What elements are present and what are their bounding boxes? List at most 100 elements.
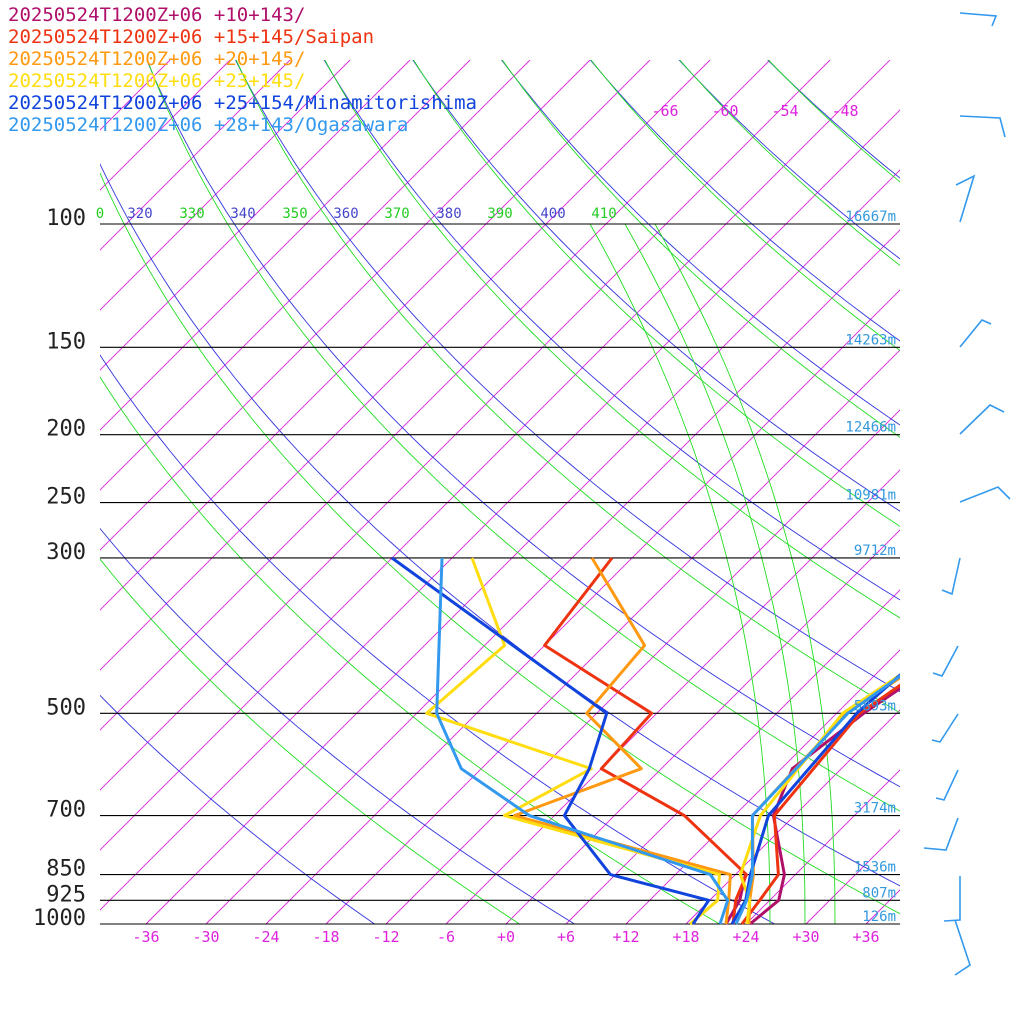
- temperature-tick-label: +24: [732, 928, 759, 946]
- dry-adiabat-line: [412, 60, 900, 512]
- pressure-label: 500: [46, 695, 86, 720]
- temperature-tick-label: +30: [792, 928, 819, 946]
- moist-adiabat-line: [146, 60, 900, 812]
- isotherm-line: [100, 60, 351, 311]
- theta-label: 410: [591, 206, 616, 222]
- isotherm-line: [685, 709, 900, 925]
- height-label: 1536m: [854, 860, 896, 876]
- isotherm-line: [145, 169, 900, 925]
- temperature-tick-label: -12: [372, 928, 399, 946]
- pressure-label: 100: [46, 206, 86, 231]
- pressure-label: 250: [46, 485, 86, 510]
- dry-adiabat-line: [146, 60, 900, 788]
- moist-adiabat-line: [324, 60, 900, 619]
- wind-barb: [943, 876, 961, 922]
- temperature-tick-label: -18: [312, 928, 339, 946]
- temperature-tick-label: +6: [557, 928, 575, 946]
- isotherm-label: -54: [771, 102, 798, 120]
- isotherm-line: [926, 60, 1024, 924]
- pressure-label: 925: [46, 882, 86, 907]
- isotherm-grid: [100, 60, 1024, 925]
- isotherm-line: [805, 829, 900, 925]
- isotherm-line: [100, 60, 831, 791]
- isotherm-line: [625, 649, 900, 925]
- height-label: 10981m: [845, 488, 896, 504]
- theta-label: 380: [436, 206, 461, 222]
- dewpoint-line: [543, 557, 748, 925]
- isotherm-line: [265, 289, 900, 925]
- temperature-line: [749, 686, 900, 925]
- dry-adiabat-line: [100, 694, 375, 925]
- isotherm-line: [565, 589, 900, 925]
- isotherm-line: [505, 529, 900, 925]
- isotherm-line: [100, 60, 711, 671]
- theta-label: 350: [282, 206, 307, 222]
- height-label: 5893m: [854, 698, 896, 714]
- wind-barb: [959, 115, 1006, 138]
- wind-barb: [955, 174, 976, 223]
- theta-label: 0: [96, 206, 104, 222]
- dry-adiabat-line: [100, 163, 900, 887]
- isotherm-line: [205, 229, 900, 925]
- isotherm-label: -48: [831, 102, 858, 120]
- moist-adiabat-line: [624, 223, 806, 925]
- wind-barbs: [923, 12, 1011, 976]
- moist-adiabat-line: [589, 223, 771, 925]
- moist-adiabat-line: [590, 60, 900, 352]
- legend-entry-6: 20250524T1200Z+06 +28+143/Ogasawara: [8, 114, 409, 136]
- moist-adiabat-line: [100, 558, 520, 925]
- dry-adiabat-grid: [100, 60, 900, 925]
- dry-adiabat-line: [589, 60, 900, 342]
- temperature-tick-label: +12: [612, 928, 639, 946]
- wind-barb: [941, 557, 961, 596]
- dry-adiabat-line: [235, 60, 900, 693]
- legend-entry-4: 20250524T1200Z+06 +23+145/: [8, 70, 306, 92]
- pressure-label: 200: [46, 417, 86, 442]
- dry-adiabat-line: [323, 60, 900, 601]
- temperature-tick-label: -30: [192, 928, 219, 946]
- temperature-tick-label: +36: [852, 928, 879, 946]
- pressure-label: 150: [46, 329, 86, 354]
- height-label: 807m: [862, 885, 896, 901]
- isotherm-line: [100, 60, 771, 731]
- wind-barb: [923, 817, 959, 851]
- isotherm-line: [986, 60, 1024, 924]
- moist-adiabat-line: [501, 60, 900, 438]
- isotherm-line: [100, 60, 891, 851]
- moist-adiabat-grid: [100, 60, 900, 925]
- legend-entry-2: 20250524T1200Z+06 +15+145/Saipan: [8, 26, 375, 48]
- temperature-line: [740, 683, 900, 925]
- dry-adiabat-line: [100, 354, 775, 925]
- temperature-line: [734, 674, 900, 925]
- theta-label: 360: [333, 206, 358, 222]
- dewpoint-line: [391, 556, 711, 925]
- temperature-tick-label: -6: [437, 928, 455, 946]
- theta-label: 370: [384, 206, 409, 222]
- isotherm-line: [100, 60, 411, 371]
- theta-label: 330: [179, 206, 204, 222]
- moist-adiabat-line: [679, 60, 900, 267]
- isotherm-line: [100, 60, 591, 551]
- temperature-tick-label: +18: [672, 928, 699, 946]
- temperature-tick-label: -36: [132, 928, 159, 946]
- wind-barb: [959, 12, 998, 27]
- wind-barb: [959, 404, 1005, 435]
- isotherm-line: [100, 60, 231, 191]
- dry-adiabat-line: [501, 60, 900, 426]
- temperature-tick-label: -24: [252, 928, 279, 946]
- moist-adiabat-line: [654, 223, 836, 925]
- wind-barb: [954, 919, 971, 976]
- wind-barb: [959, 486, 1011, 503]
- isotherm-line: [745, 769, 900, 925]
- isotherm-line: [325, 349, 900, 925]
- height-label: 16667m: [845, 209, 896, 225]
- height-label: 9712m: [854, 543, 896, 559]
- temperature-line: [730, 673, 900, 925]
- wind-barb: [932, 645, 959, 677]
- isotherm-label: -66: [651, 102, 678, 120]
- dewpoint-line: [435, 557, 730, 925]
- moist-adiabat-line: [100, 376, 720, 925]
- theta-label: 390: [487, 206, 512, 222]
